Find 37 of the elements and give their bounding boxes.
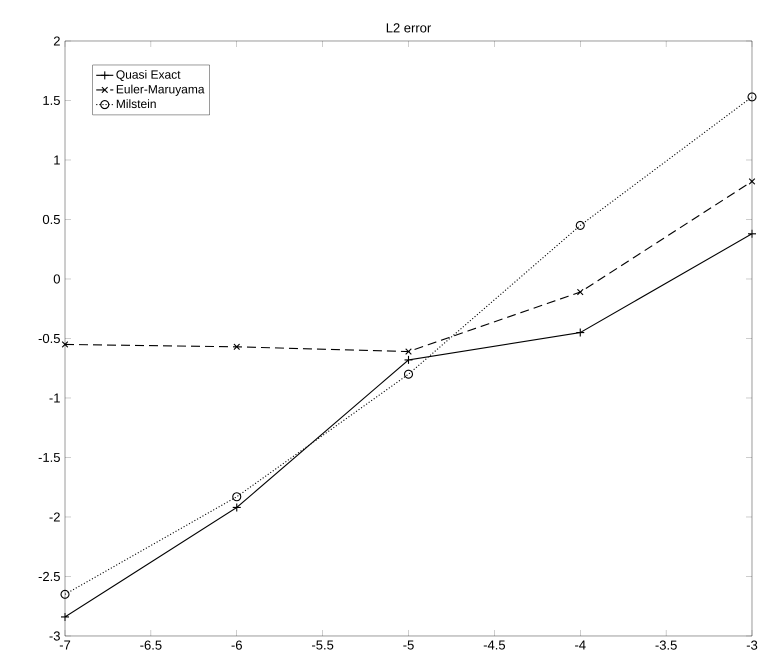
y-tick-label: 0.5 (42, 214, 60, 224)
point (405, 348, 412, 355)
point (748, 178, 756, 185)
y-tick-label: -2.5 (38, 572, 60, 582)
y-tick-label: -1.5 (38, 452, 60, 462)
x-tick-label: -3 (746, 640, 758, 650)
point (60, 612, 70, 622)
x-tick-label: -3.5 (656, 640, 677, 650)
point (233, 343, 240, 350)
point (576, 220, 585, 230)
point (60, 590, 70, 599)
x-tick-label: -6.5 (140, 640, 162, 650)
y-tick-label: 2 (54, 36, 60, 46)
y-tick-label: -0.5 (38, 334, 60, 344)
y-tick-label: 1.5 (43, 96, 60, 106)
y-tick-label: 1 (54, 156, 60, 164)
legend-label: Euler-Maruyama (116, 84, 205, 96)
x-tick-label: -6 (232, 640, 242, 650)
point (747, 229, 757, 238)
x-tick-label: -7 (60, 640, 70, 650)
point (576, 288, 584, 296)
point (232, 492, 242, 502)
point (404, 370, 414, 379)
chart-title: L2 error (386, 23, 432, 32)
x-tick-label: -5 (403, 640, 414, 650)
x-tick-label: -4.5 (484, 640, 506, 650)
x-tick-label: -4 (575, 640, 586, 650)
legend-label: Quasi Exact (116, 70, 180, 81)
x-tick-label: -5.5 (312, 640, 334, 650)
point (404, 355, 414, 364)
point (747, 92, 757, 102)
point (62, 341, 68, 348)
legend-label: Milstein (116, 99, 156, 108)
y-tick-label: -3 (49, 631, 60, 641)
y-tick-label: -1 (49, 394, 60, 402)
y-tick-label: 0 (54, 274, 60, 284)
y-tick-label: -2 (49, 512, 60, 522)
